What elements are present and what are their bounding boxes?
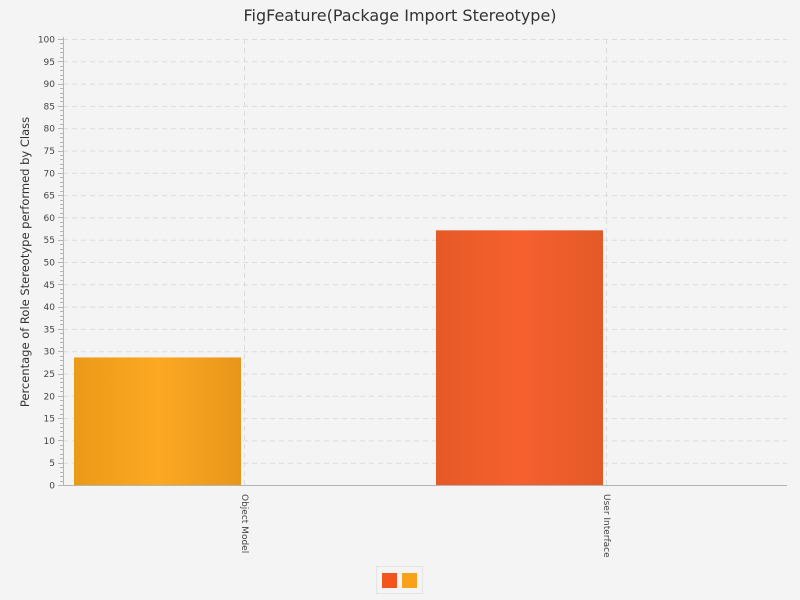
y-tick-label: 5	[49, 459, 55, 469]
y-tick-label: 45	[44, 281, 55, 291]
y-tick-label: 55	[44, 236, 55, 246]
x-tick-label: Object Model	[239, 494, 249, 553]
y-tick-label: 20	[44, 392, 56, 402]
y-tick-label: 75	[44, 147, 55, 157]
y-tick-label: 65	[44, 192, 55, 202]
grid-layer	[63, 39, 787, 485]
labels-layer: 0 5 10 15 20 25 30 35 40 45 50 55 60 65 70 75 80 85 90 95 10…	[38, 36, 611, 559]
bars-layer	[74, 230, 603, 485]
y-tick-label: 40	[44, 303, 56, 313]
y-tick-label: 80	[44, 125, 56, 135]
bar-object-model	[74, 357, 241, 485]
y-tick-label: 35	[44, 325, 55, 335]
y-tick-label: 100	[38, 36, 55, 46]
bar-user-interface	[436, 230, 603, 485]
axis-layer	[58, 37, 787, 486]
x-tick-label: User Interface	[601, 494, 611, 558]
legend-swatch-series-2	[402, 572, 417, 588]
y-tick-label: 10	[44, 437, 56, 447]
y-tick-label: 25	[44, 370, 55, 380]
y-tick-label: 30	[44, 348, 56, 358]
y-tick-label: 60	[44, 214, 56, 224]
legend	[376, 566, 423, 594]
legend-swatch-series-1	[382, 572, 397, 588]
y-tick-label: 85	[44, 102, 55, 112]
y-tick-label: 15	[44, 415, 55, 425]
chart-title: FigFeature(Package Import Stereotype)	[243, 6, 557, 25]
y-tick-label: 50	[44, 259, 56, 269]
y-tick-label: 95	[44, 58, 55, 68]
y-tick-label: 0	[49, 482, 55, 492]
y-tick-label: 70	[44, 169, 56, 179]
y-tick-label: 90	[44, 80, 56, 90]
